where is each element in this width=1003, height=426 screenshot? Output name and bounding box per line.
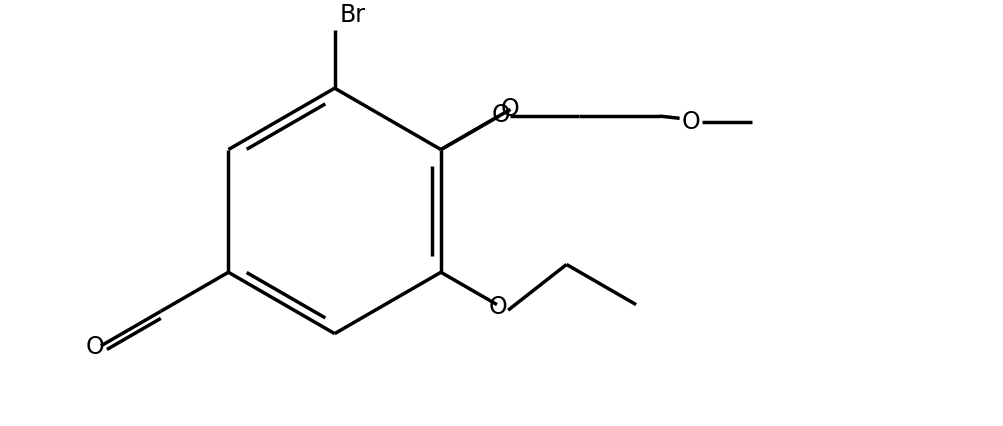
Text: O: O xyxy=(681,109,699,134)
Text: O: O xyxy=(500,98,520,121)
Text: O: O xyxy=(491,103,510,127)
Text: Br: Br xyxy=(339,3,365,27)
Text: O: O xyxy=(488,295,507,319)
Text: O: O xyxy=(85,335,104,359)
